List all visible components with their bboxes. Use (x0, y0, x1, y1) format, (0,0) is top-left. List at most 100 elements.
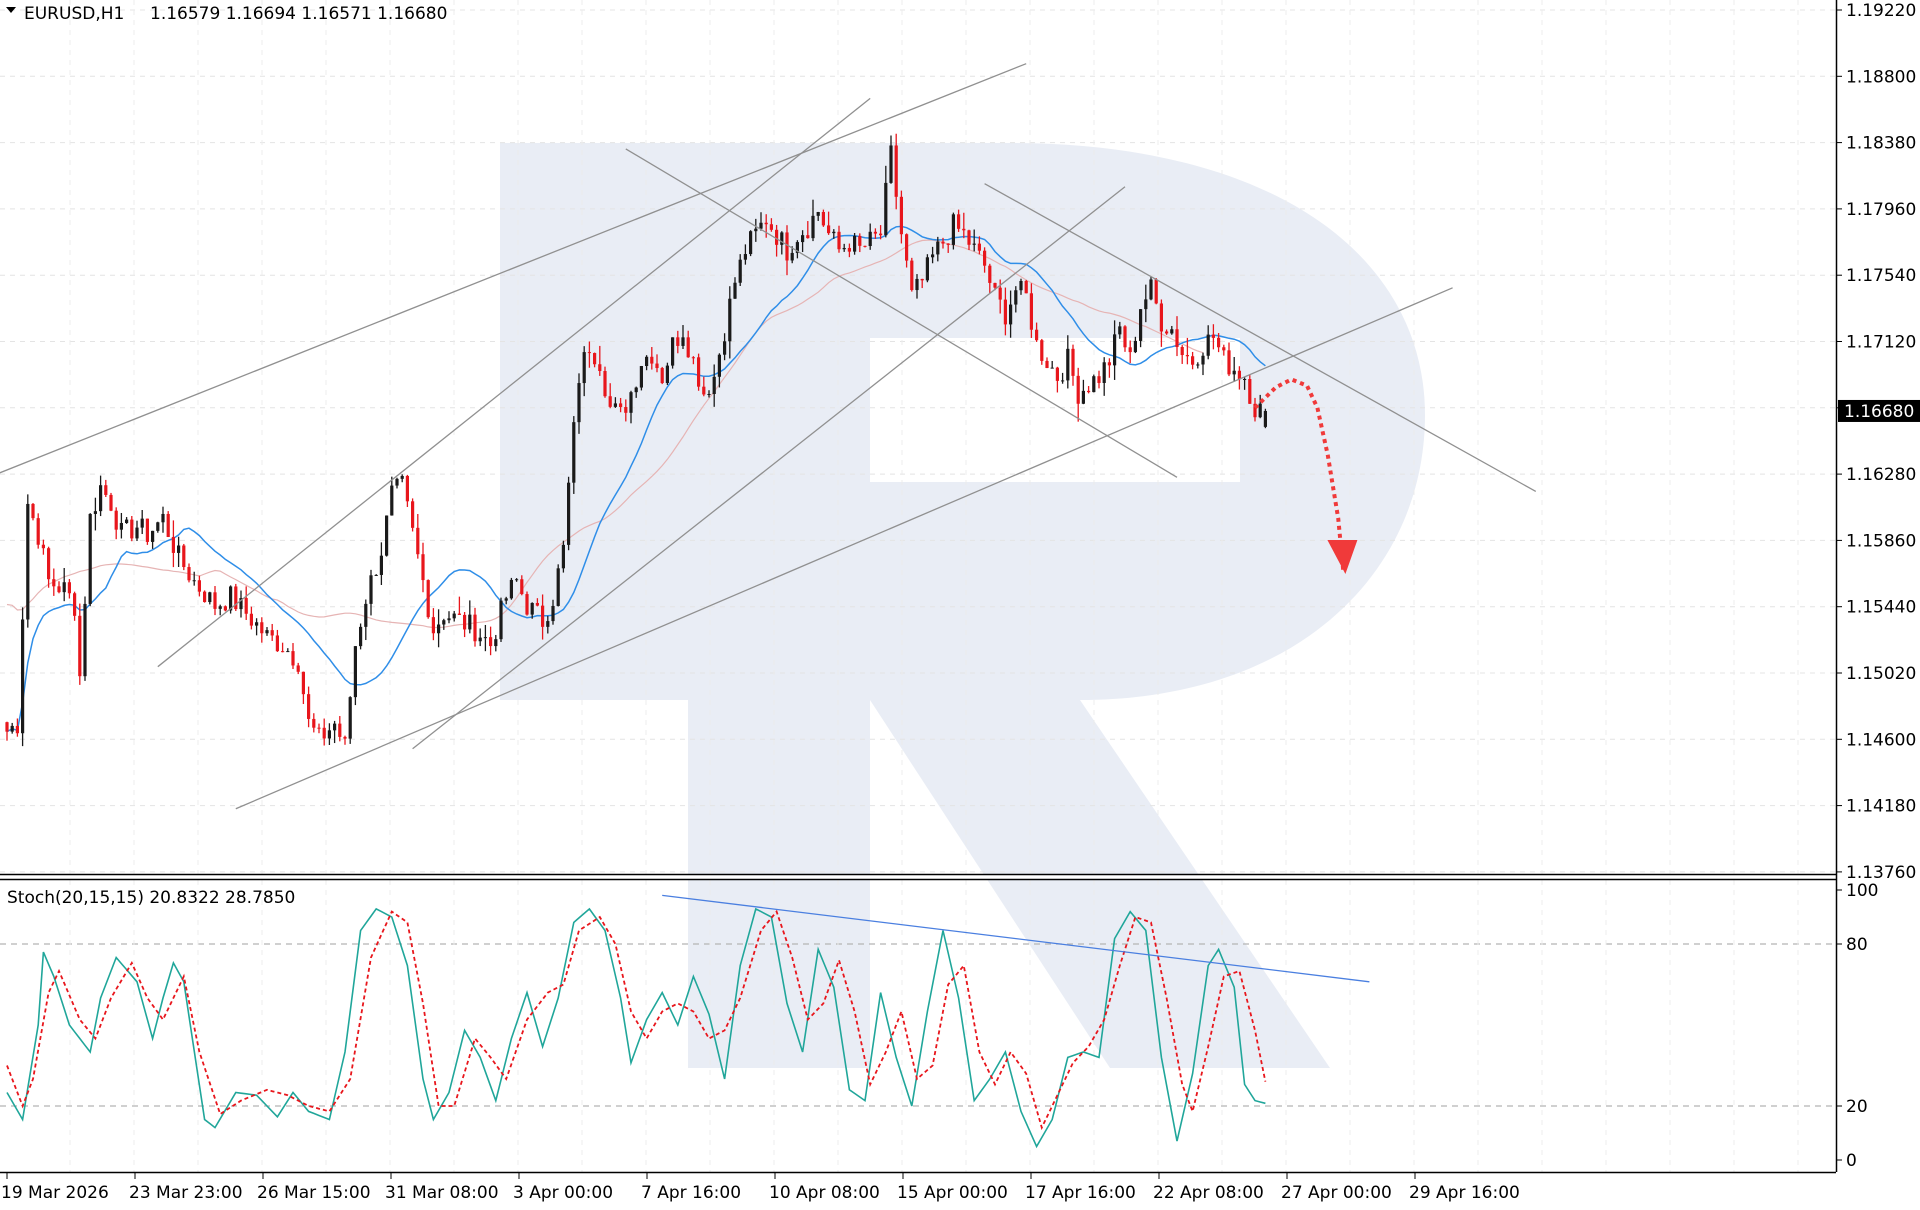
main-grid (0, 0, 1836, 874)
candle-body (525, 594, 529, 615)
stoch-tick-label: 0 (1846, 1151, 1857, 1171)
candle-body (359, 626, 363, 647)
candle-body (702, 386, 706, 395)
candle-body (951, 214, 955, 245)
time-tick-label: 19 Mar 2026 (1, 1183, 109, 1203)
candle-body (333, 723, 337, 731)
candle-body (457, 613, 461, 615)
candle-body (36, 518, 40, 545)
candle-body (868, 231, 872, 247)
candlestick-series (5, 133, 1267, 747)
candle-body (473, 614, 477, 642)
candle-body (894, 145, 898, 197)
current-price-box (1838, 399, 1920, 422)
candle-body (182, 545, 186, 568)
stoch-grid (0, 880, 1836, 1172)
candle-body (1139, 309, 1143, 341)
candle-body (135, 527, 139, 539)
candle-body (239, 598, 243, 610)
time-tick-label: 17 Apr 16:00 (1025, 1183, 1136, 1203)
logo-watermark-leg (870, 700, 1330, 1068)
candle-body (821, 212, 825, 226)
candle-body (1211, 334, 1215, 338)
candle-body (873, 231, 877, 234)
candle-body (764, 222, 768, 225)
candle-body (837, 231, 841, 250)
current-price-label: 1.16680 (1844, 402, 1914, 422)
candle-body (26, 503, 30, 620)
candle-body (541, 605, 545, 627)
price-tick-label: 1.17540 (1846, 266, 1916, 286)
stoch-tick-label: 20 (1846, 1097, 1868, 1117)
candle-body (41, 544, 45, 549)
candle-body (832, 231, 836, 234)
candle-body (977, 243, 981, 251)
candle-body (905, 234, 909, 261)
candle-body (561, 544, 565, 569)
candle-body (1263, 410, 1267, 427)
candle-body (15, 725, 19, 734)
ma-slow-line (6, 239, 1204, 629)
candle-body (1196, 364, 1200, 366)
candle-body (707, 393, 711, 395)
candle-body (551, 605, 555, 622)
candle-body (218, 606, 222, 609)
chart-frame (0, 0, 1838, 1174)
time-tick-label: 26 Mar 15:00 (257, 1183, 371, 1203)
candle-body (1185, 355, 1189, 357)
price-tick-label: 1.17120 (1846, 333, 1916, 353)
candle-body (62, 582, 66, 593)
candle-body (587, 352, 591, 354)
candle-body (879, 233, 883, 236)
candle-body (369, 575, 373, 604)
stoch-tick-label: 100 (1846, 881, 1878, 901)
candle-body (249, 613, 253, 626)
candle-body (593, 353, 597, 365)
candle-body (301, 671, 305, 695)
trendlines (0, 63, 1537, 810)
logo-watermark-shape (500, 143, 1425, 1068)
candle-body (145, 518, 149, 542)
candle-body (598, 364, 602, 372)
candle-body (1061, 380, 1065, 382)
stoch-header: Stoch(20,15,15) 20.8322 28.7850 (7, 888, 295, 908)
candle-body (426, 580, 430, 618)
symbol-label: EURUSD,H1 (24, 4, 124, 24)
candle-body (1123, 326, 1127, 348)
candle-body (57, 586, 61, 593)
candle-body (655, 363, 659, 369)
candle-body (229, 586, 233, 611)
candle-body (1237, 370, 1241, 380)
chevron-down-icon[interactable] (6, 7, 16, 13)
candle-body (634, 387, 638, 393)
candle-body (915, 278, 919, 291)
price-tick-label: 1.18380 (1846, 134, 1916, 154)
price-tick-label: 1.15020 (1846, 664, 1916, 684)
candle-body (244, 598, 248, 614)
candle-body (998, 287, 1002, 300)
candle-body (650, 356, 654, 364)
price-axis: 1.19220 1.18800 1.18380 1.17960 1.17540 1.171… (1836, 1, 1920, 883)
candle-body (967, 230, 971, 245)
candle-body (941, 241, 945, 244)
candle-body (847, 247, 851, 252)
candle-body (1243, 379, 1247, 381)
candle-body (1191, 356, 1195, 365)
candle-body (489, 637, 493, 647)
candle-body (972, 243, 976, 245)
candle-body (899, 196, 903, 235)
candle-body (270, 630, 274, 636)
time-tick-label: 3 Apr 00:00 (513, 1183, 613, 1203)
candle-body (785, 232, 789, 261)
candle-body (1165, 331, 1169, 334)
candle-body (442, 620, 446, 625)
candle-body (166, 513, 170, 537)
candle-body (1206, 334, 1210, 356)
candle-body (660, 368, 664, 384)
candle-body (140, 518, 144, 528)
candle-body (156, 522, 160, 531)
candle-body (73, 593, 77, 616)
candle-body (759, 222, 763, 229)
candle-body (208, 592, 212, 603)
candle-body (619, 403, 623, 408)
